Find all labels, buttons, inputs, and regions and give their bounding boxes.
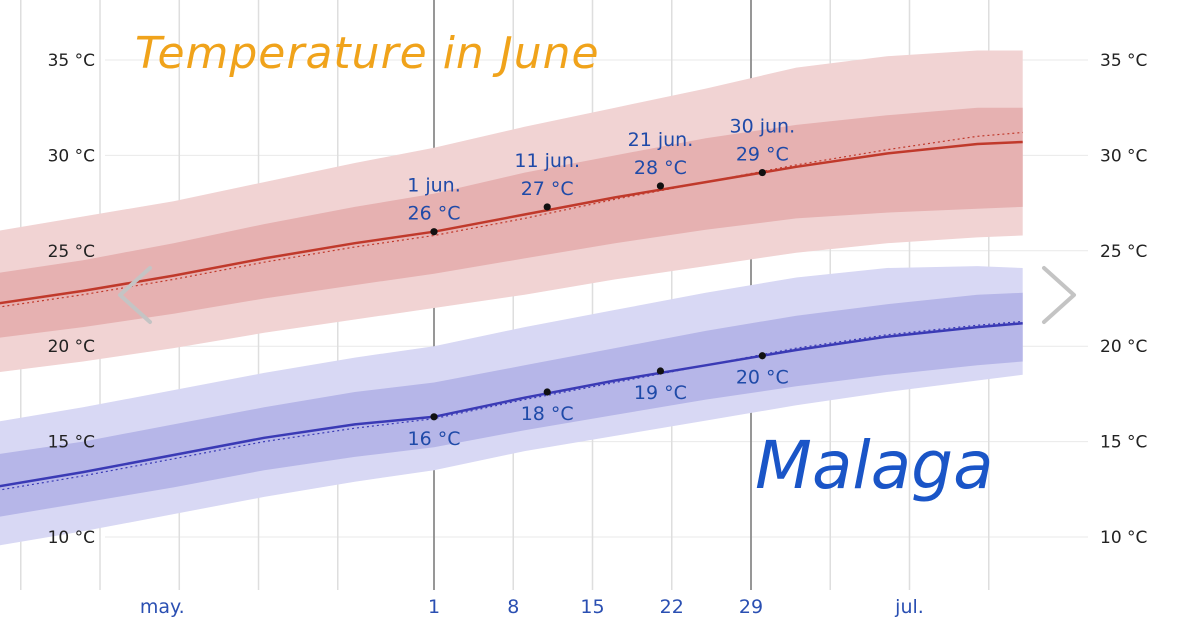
data-point	[543, 388, 551, 396]
data-point	[758, 168, 766, 177]
y-axis-ticks: 10 °C 10 °C 15 °C 15 °C 20 °C 20 °C 25 °C 25 °C…	[48, 51, 1148, 548]
series-lines	[0, 131, 1023, 491]
chevron-right-icon	[1042, 266, 1076, 324]
point-date-label: 30 jun.	[730, 116, 796, 138]
low-band-inner	[0, 292, 1023, 517]
high-line	[0, 140, 1023, 305]
point-date-label: 1 jun.	[407, 175, 461, 197]
y-tick-label-left: 20 °C	[48, 337, 95, 357]
data-point	[656, 182, 665, 190]
point-date-label: 11 jun.	[514, 150, 580, 172]
data-points: 1 jun. 26 °C 11 jun. 27 °C 21 jun. 28 °C 30 ju…	[407, 116, 795, 450]
point-temp-label: 18 °C	[521, 403, 574, 425]
y-tick-label-right: 35 °C	[1100, 51, 1147, 71]
chart-title: Temperature in June	[135, 28, 600, 79]
data-point	[543, 203, 551, 211]
point-temp-label: 28 °C	[634, 157, 687, 179]
chevron-left-icon	[118, 266, 152, 324]
x-tick-label: 29	[739, 596, 763, 618]
x-axis-ticks: may. 1 8 15 22 29 jul.	[140, 596, 924, 618]
point-temp-label: 16 °C	[408, 428, 461, 450]
high-band-inner	[0, 107, 1023, 338]
y-tick-label-left: 35 °C	[48, 51, 95, 71]
data-point	[656, 367, 665, 375]
y-tick-label-left: 25 °C	[48, 242, 95, 262]
y-tick-label-right: 30 °C	[1100, 146, 1147, 166]
x-tick-label: 22	[660, 596, 684, 618]
y-tick-label-right: 20 °C	[1100, 337, 1147, 357]
x-tick-label: 15	[580, 596, 604, 618]
y-tick-label-left: 10 °C	[48, 528, 95, 548]
x-tick-label: jul.	[894, 596, 924, 618]
point-temp-label: 27 °C	[521, 178, 574, 200]
data-point	[430, 228, 438, 236]
prev-button[interactable]	[108, 260, 158, 330]
y-tick-label-right: 25 °C	[1100, 242, 1147, 262]
bands	[0, 50, 1023, 546]
point-temp-label: 20 °C	[736, 367, 789, 389]
y-tick-label-left: 30 °C	[48, 146, 95, 166]
low-line-dotted	[0, 320, 1023, 491]
point-date-label: 21 jun.	[628, 129, 694, 151]
point-temp-label: 29 °C	[736, 144, 789, 166]
data-point	[430, 413, 438, 421]
y-tick-label-right: 15 °C	[1100, 433, 1147, 453]
city-name: Malaga	[755, 427, 994, 504]
next-button[interactable]	[1036, 260, 1086, 330]
y-tick-label-left: 15 °C	[48, 433, 95, 453]
point-temp-label: 19 °C	[634, 382, 687, 404]
low-line	[0, 322, 1023, 488]
x-tick-label: may.	[140, 596, 185, 618]
y-tick-label-right: 10 °C	[1100, 528, 1147, 548]
x-tick-label: 1	[428, 596, 440, 618]
x-tick-label: 8	[507, 596, 519, 618]
data-point	[758, 352, 766, 360]
point-temp-label: 26 °C	[408, 203, 461, 225]
